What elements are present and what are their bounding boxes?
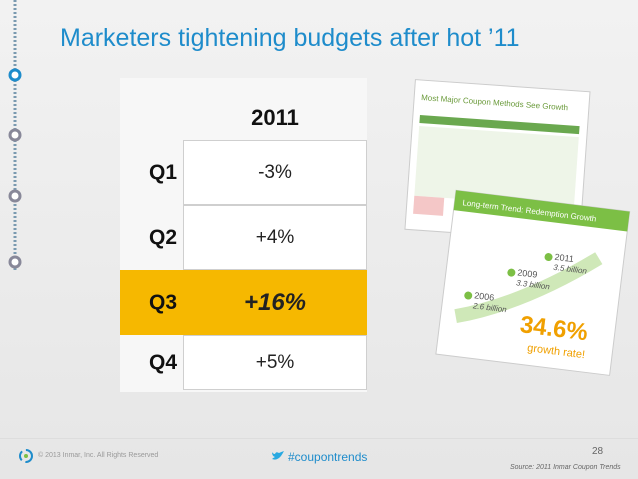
logo-dot xyxy=(24,454,28,458)
point-label: 3.3 billion xyxy=(516,278,551,291)
thumbnails: Most Major Coupon Methods See Growth Lon… xyxy=(404,79,631,376)
point-dot xyxy=(544,253,553,262)
trend-arrow xyxy=(454,252,603,324)
table-band xyxy=(413,195,445,216)
timeline-node xyxy=(8,255,22,269)
thumbnail-frame xyxy=(435,189,631,376)
copyright: © 2013 Inmar, Inc. All Rights Reserved xyxy=(38,452,159,459)
hashtag: #coupontrends xyxy=(288,450,368,464)
point-dot xyxy=(464,291,473,300)
value-cell: +4% xyxy=(183,205,367,270)
row-label: Q4 xyxy=(148,350,177,374)
thumbnail: Long-term Trend: Redemption Growth 2006 … xyxy=(435,189,631,376)
footer-rule xyxy=(0,438,638,439)
row-label: Q3 xyxy=(120,270,183,335)
value-cell: +5% xyxy=(183,335,367,390)
table: 2011 Q1 -3% Q2 +4% Q3 +16% Q4 +5% xyxy=(120,78,367,392)
slide-title: Marketers tightening budgets after hot ’… xyxy=(60,24,520,52)
column-header: 2011 xyxy=(251,105,299,130)
logo-ring xyxy=(19,449,33,463)
table-band xyxy=(414,125,579,207)
value-cell: -3% xyxy=(183,140,367,205)
row-label: Q2 xyxy=(148,225,177,249)
thumbnail-band xyxy=(453,190,630,232)
twitter-icon xyxy=(272,451,284,460)
value-cell: +16% xyxy=(183,270,367,335)
point-label: 2.6 billion xyxy=(472,301,508,314)
timeline-node xyxy=(8,68,22,82)
point-year: 2011 xyxy=(554,252,574,264)
point-dot xyxy=(507,268,516,277)
point-year: 2006 xyxy=(474,290,495,302)
source: Source: 2011 Inmar Coupon Trends xyxy=(510,464,621,471)
row-label: Q1 xyxy=(148,160,177,184)
bird xyxy=(272,451,284,460)
point-year: 2009 xyxy=(517,267,538,279)
timeline-decoration xyxy=(8,0,22,270)
logo xyxy=(19,449,33,463)
page-number: 28 xyxy=(592,446,604,457)
timeline-node xyxy=(8,128,22,142)
table-band xyxy=(419,115,580,135)
point-label: 3.5 billion xyxy=(553,263,588,276)
timeline-node xyxy=(8,189,22,203)
